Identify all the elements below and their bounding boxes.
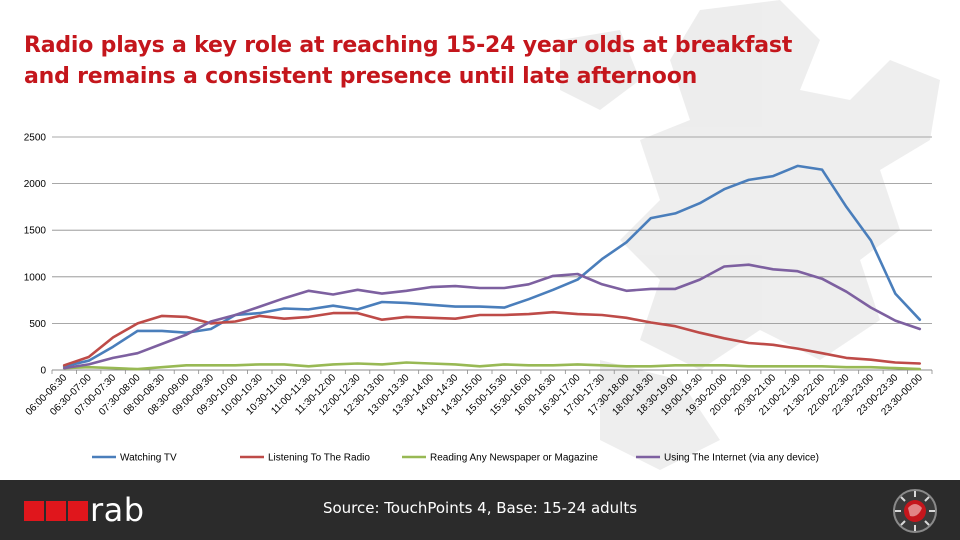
logo-square <box>68 501 88 521</box>
line-chart: 0 500 1000 1500 2000 2500 06:00-06:3006:30-07… <box>24 133 933 464</box>
title-line-2: and remains a consistent presence until … <box>24 64 698 89</box>
series-line <box>62 361 922 371</box>
y-tick-label: 1000 <box>24 272 47 283</box>
logo-square <box>46 501 66 521</box>
legend-entry: Reading Any Newspaper or Magazine <box>402 453 598 464</box>
series-line <box>62 164 922 368</box>
logo-square <box>24 501 44 521</box>
legend-label: Listening To The Radio <box>268 453 370 464</box>
page-title: Radio plays a key role at reaching 15-24… <box>24 30 924 92</box>
chart-legend: Watching TV Listening To The Radio Reading… <box>92 453 819 464</box>
y-tick-label: 500 <box>29 319 46 330</box>
rab-logo: rab <box>24 490 164 530</box>
chart-series <box>62 164 922 371</box>
legend-entry: Listening To The Radio <box>240 453 370 464</box>
legend-entry: Using The Internet (via any device) <box>636 453 819 464</box>
series-line <box>62 263 922 370</box>
source-note: Source: TouchPoints 4, Base: 15-24 adult… <box>322 499 638 517</box>
legend-label: Reading Any Newspaper or Magazine <box>430 453 598 464</box>
series-line <box>62 310 922 367</box>
y-tick-label: 2000 <box>24 179 47 190</box>
award-badge-icon <box>893 489 937 533</box>
logo-text: rab <box>90 491 145 529</box>
y-tick-label: 0 <box>40 366 46 377</box>
y-axis: 0 500 1000 1500 2000 2500 <box>24 133 47 377</box>
background-map-watermark <box>560 0 940 470</box>
legend-label: Watching TV <box>120 453 177 464</box>
legend-label: Using The Internet (via any device) <box>664 453 819 464</box>
y-tick-label: 2500 <box>24 133 47 144</box>
y-tick-label: 1500 <box>24 226 47 237</box>
legend-entry: Watching TV <box>92 453 177 464</box>
x-axis: 06:00-06:3006:30-07:0007:00-07:3007:30-0… <box>24 370 933 418</box>
footer-bar: rab Source: TouchPoints 4, Base: 15-24 a… <box>0 480 960 540</box>
title-line-1: Radio plays a key role at reaching 15-24… <box>24 33 793 58</box>
